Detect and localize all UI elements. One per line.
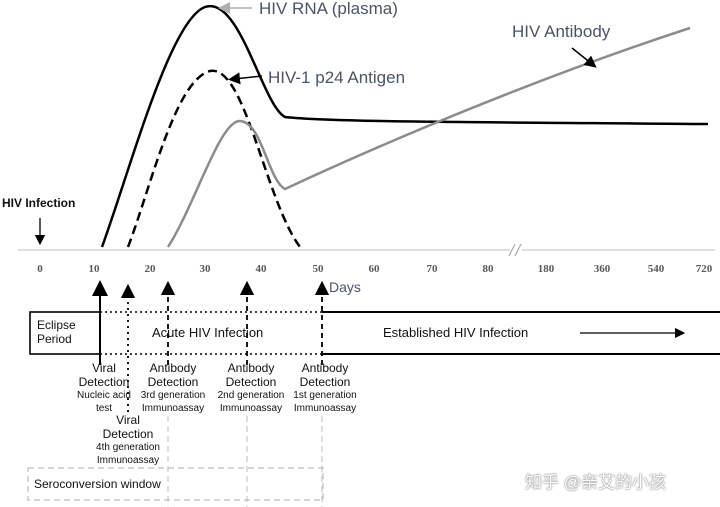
axis-break-mark [514,243,522,257]
x-axis-tick-label: 80 [482,263,494,275]
p24-antigen-curve [126,69,302,248]
detection-label-nat: Viral Detection Nucleic acid test [77,361,131,414]
detection-label-3rd-gen: Antibody Detection 3rd generation Immuno… [140,361,206,414]
x-axis-tick-label: 20 [144,263,156,275]
axis-break-mark [508,243,516,257]
watermark: 知乎 @亲艾的小孩 [525,473,666,492]
eclipse-box [29,311,101,355]
x-axis-tick-label: 540 [647,263,665,275]
hiv-antibody-label: HIV Antibody [512,22,611,41]
x-axis-tick-label: 40 [255,263,267,275]
p24-antigen-label: HIV-1 p24 Antigen [268,68,406,87]
x-axis-tick-label: 10 [88,263,100,275]
established-infection-label: Established HIV Infection [383,325,529,340]
acute-infection-label: Acute HIV Infection [152,325,264,340]
x-axis-tick-label: 720 [695,263,713,275]
antibody-pointer-arrow [571,47,597,68]
hiv-rna-label: HIV RNA (plasma) [259,0,398,18]
x-axis-title: Days [329,279,361,295]
hiv-infection-label: HIV Infection [2,196,76,210]
x-axis-tick-label: 60 [368,263,380,275]
x-axis-tick-label: 50 [312,263,324,275]
hiv-rna-curve [100,4,709,248]
x-axis-tick-label: 30 [199,263,211,275]
detection-label-1st-gen: Antibody Detection 1st generation Immuno… [293,361,357,414]
x-axis-tick-label: 70 [426,263,438,275]
seroconversion-window-label: Seroconversion window [34,477,161,491]
p24-pointer-arrow [228,72,263,85]
x-axis-tick-label: 360 [593,263,611,275]
detection-label-4th-gen: Viral Detection 4th generation Immunoass… [96,413,160,466]
x-axis-tick-label: 180 [537,263,555,275]
seroconversion-box [27,467,324,501]
x-axis-tick-label: 0 [37,263,43,275]
detection-label-2nd-gen: Antibody Detection 2nd generation Immuno… [217,361,285,414]
hiv-antibody-curve [166,26,691,248]
eclipse-period-label: Eclipse Period [37,318,76,346]
